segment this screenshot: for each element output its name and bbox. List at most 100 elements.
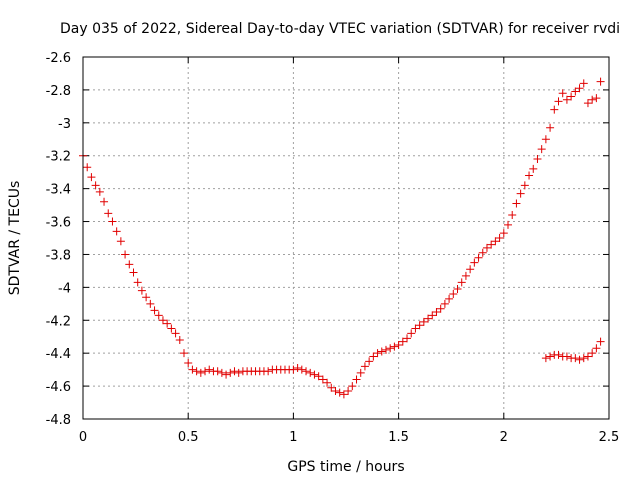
data-point	[339, 390, 348, 399]
data-point	[129, 268, 138, 277]
data-point	[596, 77, 605, 86]
data-point	[461, 271, 470, 280]
data-point	[230, 367, 239, 376]
data-point	[373, 349, 382, 358]
data-point	[487, 240, 496, 249]
data-point	[419, 317, 428, 326]
data-point	[415, 321, 424, 330]
data-point	[318, 375, 327, 384]
data-point	[520, 181, 529, 190]
y-tick-label: -4	[58, 281, 71, 296]
data-point	[201, 367, 210, 376]
y-tick-label: -3.6	[46, 216, 71, 231]
data-point	[226, 368, 235, 377]
data-point	[112, 227, 121, 236]
data-point	[541, 354, 550, 363]
data-point	[360, 362, 369, 371]
y-tick-label: -4.4	[46, 347, 71, 362]
data-point	[554, 97, 563, 106]
data-point	[302, 367, 311, 376]
y-tick-label: -2.8	[46, 84, 71, 99]
y-tick-label: -3.8	[46, 248, 71, 263]
data-point	[449, 289, 458, 298]
data-point	[575, 355, 584, 364]
data-point	[567, 92, 576, 101]
data-point	[394, 340, 403, 349]
data-point	[192, 367, 201, 376]
data-point	[583, 352, 592, 361]
data-point	[407, 329, 416, 338]
x-tick-label: 1	[289, 430, 297, 445]
data-point	[588, 349, 597, 358]
data-point	[137, 286, 146, 295]
data-point	[121, 250, 130, 259]
chart-title: Day 035 of 2022, Sidereal Day-to-day VTE…	[60, 21, 620, 37]
data-point	[142, 293, 151, 302]
data-point	[558, 89, 567, 98]
data-point	[504, 220, 513, 229]
data-point	[234, 368, 243, 377]
data-point	[377, 347, 386, 356]
data-point	[495, 234, 504, 242]
data-point	[146, 299, 155, 308]
data-point	[196, 368, 205, 377]
y-tick-label: -4.2	[46, 314, 71, 329]
data-point	[537, 145, 546, 154]
data-point	[125, 260, 134, 269]
data-point	[596, 337, 605, 346]
data-point	[365, 357, 374, 366]
data-point	[478, 248, 487, 257]
y-tick-label: -3.2	[46, 150, 71, 165]
data-point	[386, 344, 395, 353]
data-point	[104, 209, 113, 218]
plot-frame	[82, 56, 610, 420]
data-point	[205, 365, 214, 374]
data-point	[424, 314, 433, 323]
data-point	[222, 370, 231, 379]
data-point	[411, 324, 420, 333]
data-points	[79, 77, 605, 399]
data-point	[546, 123, 555, 132]
data-point	[562, 95, 571, 104]
data-point	[133, 278, 142, 287]
y-tick-label: -4.6	[46, 380, 71, 395]
data-point	[533, 155, 542, 164]
data-point	[554, 350, 563, 359]
data-point	[352, 375, 361, 384]
data-point	[297, 365, 306, 374]
data-point	[428, 311, 437, 320]
data-point	[331, 387, 340, 396]
data-point	[583, 99, 592, 108]
y-tick-label: -2.6	[46, 51, 71, 66]
data-point	[403, 334, 412, 343]
data-point	[158, 316, 167, 325]
data-point	[432, 308, 441, 317]
data-point	[171, 329, 180, 338]
data-point	[491, 237, 500, 246]
data-point	[445, 294, 454, 303]
data-point	[87, 173, 96, 182]
data-point	[335, 388, 344, 397]
data-point	[369, 352, 378, 361]
data-point	[453, 285, 462, 294]
data-point	[83, 163, 92, 172]
data-point	[571, 354, 580, 363]
data-point	[264, 367, 273, 376]
x-tick-label: 0	[79, 430, 87, 445]
data-point	[482, 243, 491, 252]
data-point	[457, 278, 466, 287]
data-point	[588, 95, 597, 104]
data-point	[579, 79, 588, 88]
data-point	[100, 197, 109, 206]
data-point	[499, 229, 508, 238]
data-point	[150, 306, 159, 315]
y-axis-title: SDTVAR / TECUs	[7, 181, 23, 296]
data-point	[108, 217, 117, 226]
data-point	[562, 352, 571, 361]
x-axis-title: GPS time / hours	[287, 459, 404, 475]
data-point	[381, 345, 390, 354]
data-point	[116, 237, 125, 246]
data-point	[550, 105, 559, 114]
data-point	[575, 84, 584, 93]
